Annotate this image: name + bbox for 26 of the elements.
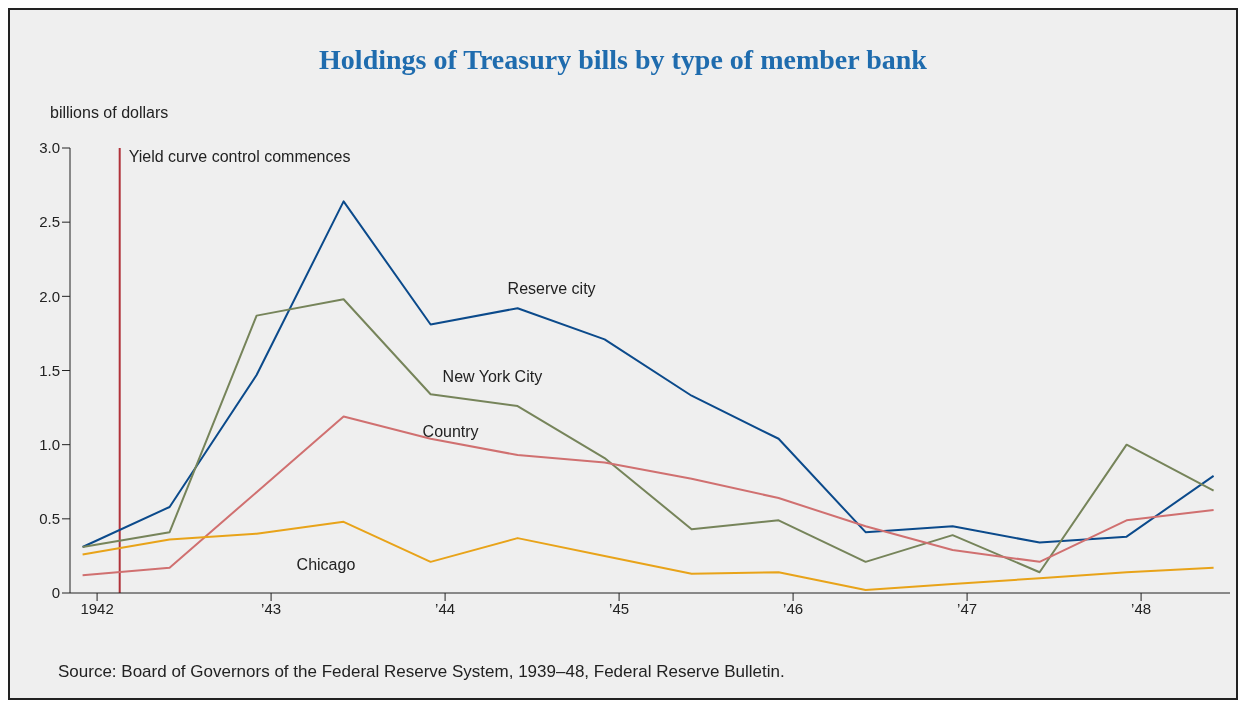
x-tick-label: ’46 (783, 599, 804, 617)
series-label: Chicago (296, 555, 356, 573)
x-tick-label: 1942 (80, 599, 114, 617)
line-series (81, 200, 1215, 549)
y-tick-label: 2.0 (39, 287, 60, 305)
series-label: Country (422, 422, 479, 440)
line-series (81, 415, 1215, 577)
source-note: Source: Board of Governors of the Federal Reserve System, 1939–48, Federal Reserve Bulletin. (58, 662, 785, 682)
line-series (81, 298, 1215, 574)
y-tick-label: 0.5 (39, 510, 60, 528)
ref-line-label: Yield curve control commences (128, 148, 351, 166)
x-tick-label: ’47 (957, 599, 978, 617)
y-tick-label: 1.5 (39, 361, 60, 379)
x-tick-label: ’48 (1131, 599, 1152, 617)
y-tick-label: 3.0 (39, 139, 60, 157)
x-tick-label: ’44 (435, 599, 456, 617)
line-series (81, 520, 1215, 592)
y-tick-label: 0 (51, 584, 60, 602)
chart-title: Holdings of Treasury bills by type of member bank (318, 44, 928, 76)
series-label: New York City (442, 368, 543, 386)
series-label: Reserve city (507, 280, 596, 298)
y-tick-label: 2.5 (39, 213, 60, 231)
x-tick-label: ’45 (609, 599, 630, 617)
y-axis-title: billions of dollars (50, 104, 169, 122)
y-tick-label: 1.0 (39, 435, 60, 453)
x-tick-label: ’43 (261, 599, 282, 617)
